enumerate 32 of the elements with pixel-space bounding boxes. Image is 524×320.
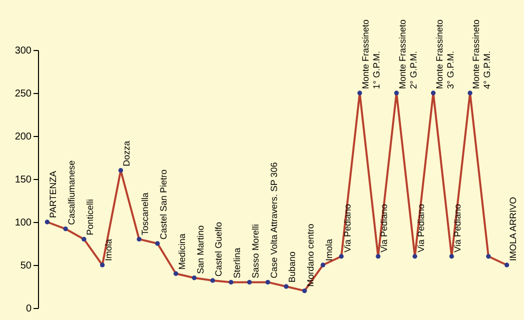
x-tick-label: Casalfiumanese <box>66 160 77 225</box>
x-tick-label: San Martino <box>195 225 206 274</box>
x-tick-label: Via Pediano <box>342 204 352 252</box>
x-tick-label: Ponticelli <box>84 199 95 236</box>
x-tick-label: Bubano <box>287 251 298 282</box>
x-tick-label: Toscanella <box>140 192 150 236</box>
x-tick-label: Via Pediano <box>416 204 426 252</box>
y-tick-label: 300 <box>14 46 32 56</box>
x-tick-label: IMOLA ARRIVO <box>508 196 518 261</box>
x-tick-label: Via Pediano <box>379 204 390 252</box>
x-tick-label: Castel San Pietro <box>158 169 168 240</box>
x-tick-label: Sasso Morelli <box>250 224 260 278</box>
x-tick-label: Castel Guelfo <box>214 222 224 276</box>
x-tick-label: Monte Frassineto 3° G.P.M. <box>434 19 456 89</box>
x-tick-label: Imola <box>103 238 114 261</box>
x-tick-label: Imola <box>324 238 334 261</box>
x-tick-label: Monte Frassineto 4° G.P.M. <box>471 19 492 89</box>
y-tick-label: 150 <box>14 174 32 186</box>
x-tick-label: Monte Frassineto 2° G.P.M. <box>398 19 418 89</box>
x-tick-label: Sterlina <box>232 248 242 278</box>
y-tick-label: 100 <box>14 218 32 228</box>
x-tick-label: Dozza <box>122 140 132 166</box>
y-tick-label: 250 <box>14 88 32 100</box>
y-tick-label: 50 <box>20 260 32 272</box>
x-tick-label: Medicina <box>176 234 187 270</box>
y-tick-label: 200 <box>14 132 32 142</box>
x-tick-label: Monte Frassineto 1° G.P.M. <box>360 19 382 89</box>
x-tick-label: PARTENZA <box>48 170 58 218</box>
x-tick-label: Via Pediano <box>452 204 463 252</box>
x-tick-label: Mordano centro <box>306 224 316 287</box>
x-tick-label: Case Volta Attravers. SP 306 <box>268 162 279 278</box>
y-tick-label: 0 <box>26 304 32 314</box>
